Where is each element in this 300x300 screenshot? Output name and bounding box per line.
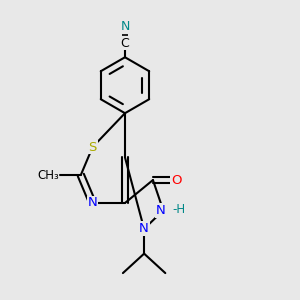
Text: C: C xyxy=(121,37,129,50)
Text: -H: -H xyxy=(173,203,186,216)
Text: N: N xyxy=(155,204,165,217)
Text: S: S xyxy=(88,141,97,154)
Text: N: N xyxy=(120,20,130,33)
Text: N: N xyxy=(88,196,98,209)
Text: N: N xyxy=(139,222,149,236)
Text: O: O xyxy=(171,173,182,187)
Text: CH₃: CH₃ xyxy=(37,169,59,182)
